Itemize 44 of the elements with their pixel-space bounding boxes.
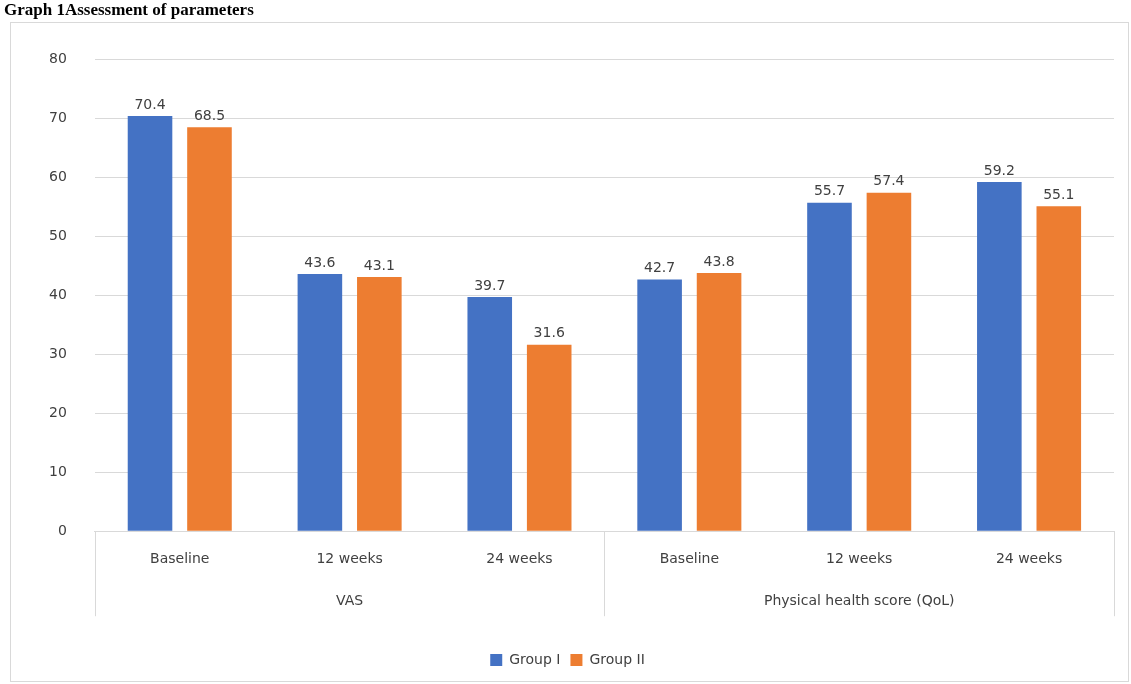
- x-tick-label: 12 weeks: [316, 550, 383, 567]
- bar: [297, 274, 343, 531]
- bar: [526, 344, 572, 531]
- y-tick-label: 60: [48, 167, 67, 184]
- y-tick-label: 0: [57, 521, 67, 538]
- data-label: 55.7: [813, 182, 846, 199]
- data-label: 39.7: [474, 276, 506, 293]
- data-label: 57.4: [873, 172, 905, 189]
- bar: [357, 277, 402, 531]
- data-label: 31.6: [533, 324, 565, 341]
- y-tick-label: 20: [48, 403, 67, 420]
- legend-label: Group I: [509, 650, 561, 667]
- data-label: 42.7: [644, 259, 676, 276]
- x-tick-label: 24 weeks: [486, 550, 553, 567]
- data-label: 43.8: [703, 252, 735, 269]
- y-tick-label: 10: [48, 462, 67, 479]
- text: VAS: [336, 591, 364, 608]
- data-label: 59.2: [983, 161, 1015, 178]
- data-label: 55.1: [1043, 185, 1075, 202]
- legend-label: Group II: [589, 650, 645, 667]
- x-tick-label: 12 weeks: [826, 550, 893, 567]
- bar: [977, 182, 1022, 531]
- chart-title: Graph 1Assessment of parameters: [4, 0, 254, 20]
- bar: [696, 272, 742, 531]
- x-tick-label: 24 weeks: [995, 550, 1063, 567]
- y-tick-label: 50: [48, 226, 67, 243]
- x-tick-label: Baseline: [659, 550, 720, 567]
- bar: [637, 279, 682, 531]
- text: Physical health score (QoL): [763, 591, 955, 608]
- bar: [127, 116, 173, 531]
- data-label: 68.5: [193, 106, 226, 123]
- y-tick-label: 30: [48, 344, 67, 361]
- data-label: 43.1: [363, 256, 395, 273]
- y-tick-label: 70: [48, 109, 67, 126]
- data-label: 70.4: [134, 95, 166, 112]
- y-tick-label: 80: [48, 50, 67, 67]
- bar: [467, 297, 513, 531]
- bar: [1036, 206, 1082, 531]
- y-tick-label: 40: [48, 285, 67, 302]
- data-label: 43.6: [304, 253, 336, 270]
- bar: [866, 192, 912, 531]
- x-tick-label: Baseline: [150, 550, 210, 567]
- bar: [807, 202, 852, 531]
- bar: [187, 127, 232, 531]
